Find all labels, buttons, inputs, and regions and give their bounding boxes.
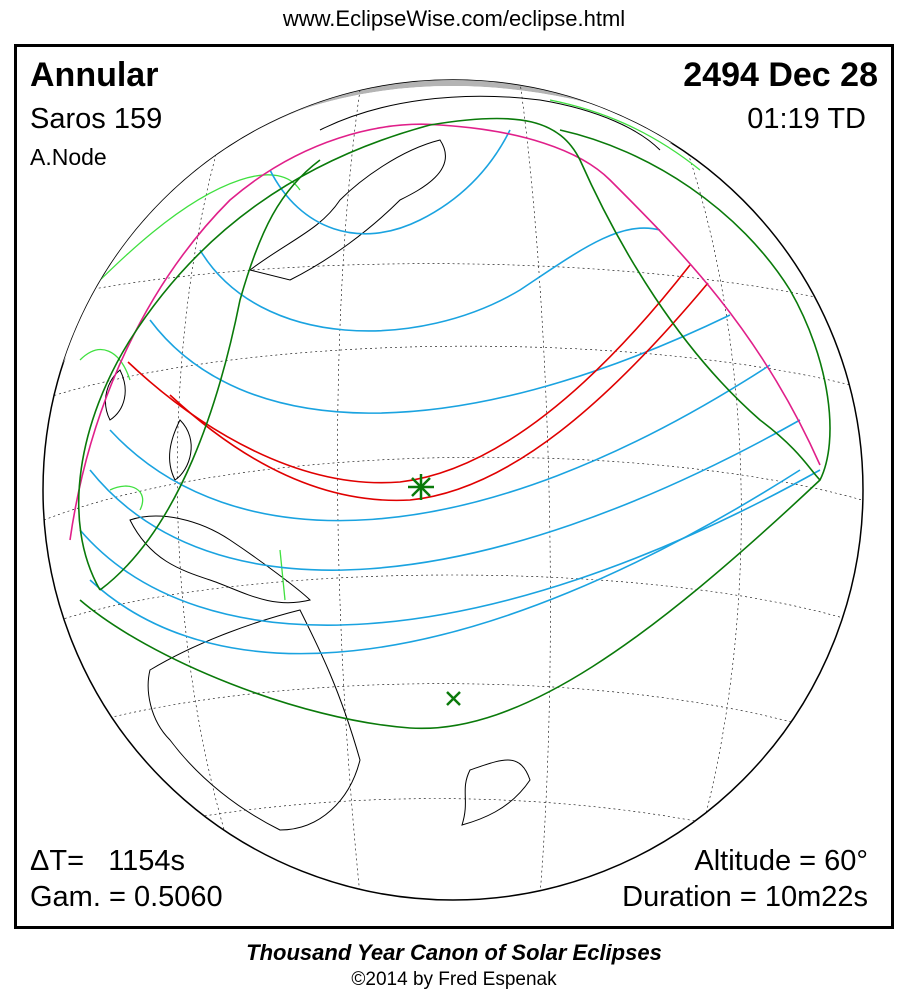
saros-number: Saros 159 [30, 103, 163, 135]
duration: Duration = 10m22s [622, 881, 868, 913]
magnitude-lines [79, 129, 821, 655]
delta-t: ΔT= 1154s [30, 845, 186, 877]
eclipse-type: Annular [30, 56, 159, 94]
node: A.Node [30, 144, 107, 170]
footer-copyright: ©2014 by Fred Espenak [351, 969, 557, 990]
gamma: Gam. = 0.5060 [30, 881, 223, 913]
altitude: Altitude = 60° [694, 845, 868, 877]
greatest-eclipse-star-icon [408, 474, 434, 500]
eclipse-time: 01:19 TD [747, 103, 866, 135]
website-url[interactable]: www.EclipseWise.com/eclipse.html [282, 6, 626, 31]
eclipse-date: 2494 Dec 28 [683, 56, 878, 94]
political-borders [79, 99, 701, 601]
map-frame [14, 44, 894, 929]
penumbral-limits [77, 117, 831, 730]
subsolar-point-x-icon [446, 691, 461, 706]
footer-title: Thousand Year Canon of Solar Eclipses [246, 940, 662, 965]
coastlines [105, 95, 661, 831]
central-path [127, 264, 709, 502]
